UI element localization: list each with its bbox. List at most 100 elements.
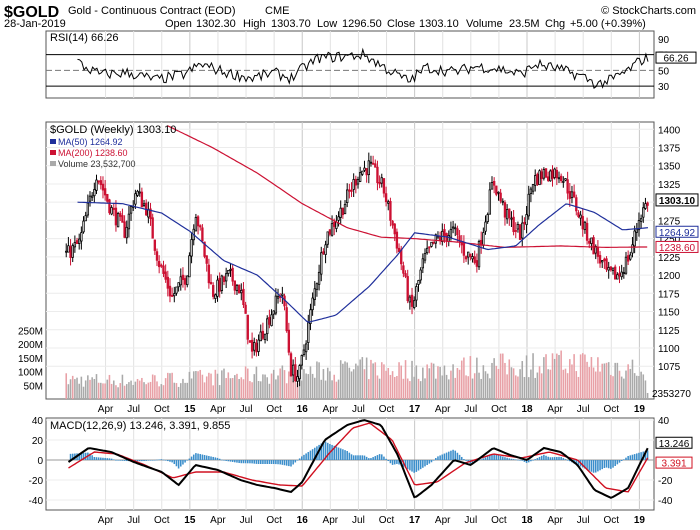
volume-bar bbox=[143, 382, 145, 399]
volume-bar bbox=[223, 368, 225, 399]
price-candle-body bbox=[129, 206, 133, 214]
price-candle-body bbox=[136, 190, 139, 196]
price-candle-body bbox=[438, 236, 442, 241]
macd-histogram-bar bbox=[210, 456, 212, 460]
price-candle-body bbox=[432, 241, 435, 244]
volume-bar bbox=[514, 375, 517, 399]
price-candle-body bbox=[568, 191, 571, 199]
volume-bar bbox=[288, 371, 290, 399]
volume-bar bbox=[203, 382, 206, 399]
macd-histogram bbox=[69, 441, 649, 473]
volume-bar bbox=[495, 365, 498, 399]
volume-bar bbox=[385, 370, 387, 399]
price-candle-body bbox=[309, 309, 312, 324]
macd-histogram-bar bbox=[592, 460, 595, 473]
price-candle-body bbox=[212, 285, 215, 297]
macd-histogram-bar bbox=[447, 451, 450, 460]
price-candle-body bbox=[404, 273, 407, 277]
volume-bar bbox=[597, 357, 599, 399]
volume-bar bbox=[339, 360, 342, 399]
macd-histogram-bar bbox=[454, 450, 457, 460]
volume-bar bbox=[359, 359, 361, 399]
volume-bar bbox=[491, 362, 493, 399]
macd-histogram-bar bbox=[482, 458, 485, 460]
price-candle-body bbox=[575, 197, 578, 212]
price-candle-body bbox=[534, 175, 537, 186]
volume-bar bbox=[473, 373, 476, 399]
volume-bar bbox=[594, 371, 597, 399]
x-tick-label: Oct bbox=[266, 515, 282, 526]
macd-histogram-bar bbox=[184, 460, 186, 463]
volume-bar bbox=[584, 354, 586, 399]
price-candle-body bbox=[408, 296, 412, 303]
macd-histogram-bar bbox=[497, 455, 500, 460]
volume-tick-label: 50M bbox=[24, 381, 43, 392]
macd-histogram-bar bbox=[290, 460, 292, 467]
price-candle-body bbox=[646, 202, 649, 206]
volume-bar bbox=[454, 377, 457, 399]
macd-histogram-bar bbox=[564, 459, 567, 460]
macd-histogram-bar bbox=[506, 457, 508, 460]
x-tick-label: Jul bbox=[352, 515, 365, 526]
macd-histogram-bar bbox=[277, 460, 279, 465]
macd-histogram-bar bbox=[406, 460, 409, 470]
macd-histogram-bar bbox=[147, 460, 150, 461]
volume-bar bbox=[400, 365, 403, 399]
symbol-title: $GOLD bbox=[4, 4, 59, 21]
price-candle-body bbox=[84, 215, 87, 222]
volume-bar bbox=[283, 370, 286, 399]
macd-histogram-bar bbox=[616, 460, 619, 465]
macd-histogram-bar bbox=[644, 450, 647, 460]
price-candle-body bbox=[153, 239, 157, 251]
macd-histogram-bar bbox=[100, 457, 102, 460]
macd-histogram-bar bbox=[145, 460, 147, 461]
price-candle-body bbox=[365, 168, 368, 176]
volume-bar bbox=[387, 367, 390, 399]
x-tick-label: Jul bbox=[464, 404, 477, 415]
volume-value: 23.5M bbox=[509, 18, 540, 30]
macd-histogram-bar bbox=[633, 454, 636, 460]
macd-histogram-bar bbox=[84, 452, 87, 460]
macd-histogram-bar bbox=[106, 458, 109, 460]
price-candle-body bbox=[495, 185, 498, 195]
price-candle-body bbox=[101, 183, 105, 191]
volume-bar bbox=[378, 378, 381, 399]
price-candle-body bbox=[387, 201, 390, 204]
volume-bar bbox=[486, 373, 489, 399]
volume-bar bbox=[458, 369, 461, 399]
price-candle-body bbox=[315, 283, 319, 290]
macd-histogram-bar bbox=[326, 442, 329, 460]
price-candle-body bbox=[263, 333, 267, 340]
price-tick-label: 1350 bbox=[658, 162, 681, 173]
macd-histogram-bar bbox=[450, 450, 452, 460]
volume-bar bbox=[575, 371, 578, 399]
price-candle-body bbox=[138, 191, 141, 194]
macd-histogram-bar bbox=[480, 459, 482, 460]
instrument-name: Gold - Continuous Contract (EOD) bbox=[68, 5, 236, 17]
volume-bar bbox=[279, 368, 281, 399]
macd-histogram-bar bbox=[419, 460, 422, 470]
price-candle-body bbox=[406, 276, 409, 302]
price-candles bbox=[65, 152, 649, 388]
price-candle-body bbox=[423, 253, 427, 261]
price-candle-body bbox=[116, 213, 120, 228]
volume-bar bbox=[450, 370, 452, 399]
volume-bar bbox=[620, 376, 623, 399]
macd-panel bbox=[45, 417, 655, 511]
macd-histogram-bar bbox=[173, 460, 176, 465]
macd-histogram-bar bbox=[532, 460, 534, 461]
x-tick-label: Oct bbox=[379, 404, 395, 415]
macd-histogram-bar bbox=[288, 460, 290, 467]
volume-bar bbox=[216, 373, 219, 399]
price-candle-body bbox=[216, 279, 219, 297]
volume-bar bbox=[329, 371, 331, 399]
price-candle-body bbox=[570, 191, 574, 199]
macd-histogram-bar bbox=[136, 460, 139, 462]
macd-histogram-bar bbox=[320, 443, 323, 460]
volume-bar bbox=[84, 380, 87, 399]
volume-bar bbox=[102, 383, 104, 399]
macd-histogram-bar bbox=[618, 460, 621, 463]
volume-bar bbox=[549, 369, 552, 399]
chg-value: +5.00 (+0.39%) bbox=[570, 18, 646, 30]
volume-bar bbox=[262, 374, 264, 399]
